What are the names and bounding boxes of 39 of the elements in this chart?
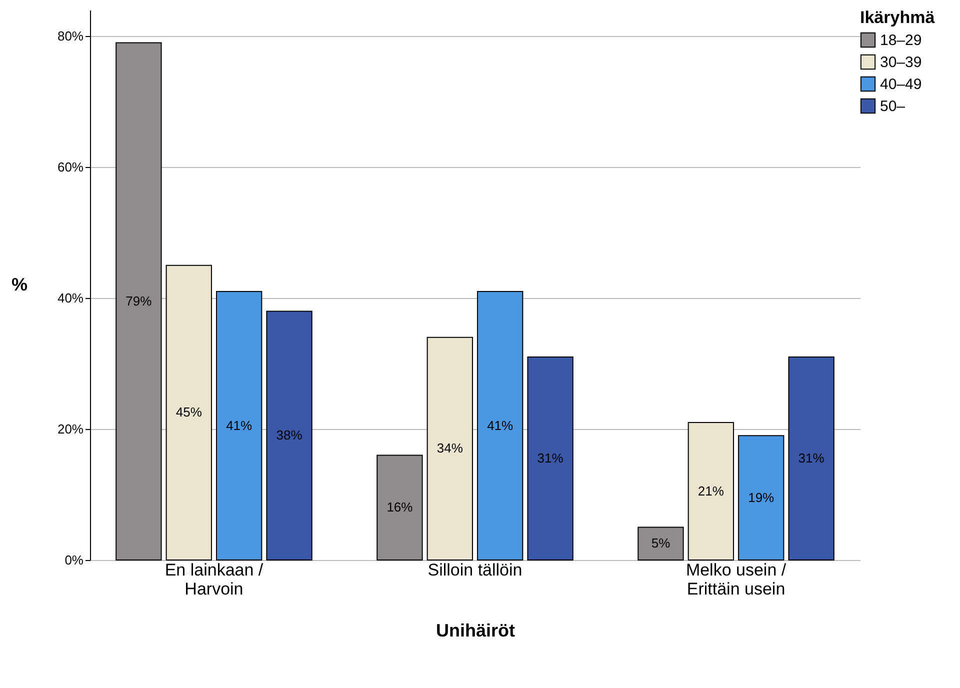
bar bbox=[216, 291, 262, 560]
y-tick-label: 20% bbox=[57, 422, 84, 437]
bar bbox=[477, 291, 524, 560]
bar bbox=[688, 422, 734, 560]
bar bbox=[266, 310, 312, 560]
x-tick-label: Melko usein / Erittäin usein bbox=[686, 560, 786, 598]
bar bbox=[166, 264, 212, 560]
text: 45% bbox=[176, 404, 202, 420]
text: 41% bbox=[226, 418, 252, 433]
bar bbox=[527, 356, 574, 560]
legend-label: 18–29 bbox=[880, 32, 922, 49]
bar bbox=[788, 356, 834, 560]
bar bbox=[376, 454, 423, 560]
legend-label: 50– bbox=[880, 98, 906, 115]
legend-label: 40–49 bbox=[880, 76, 922, 93]
text: 16% bbox=[386, 500, 413, 515]
legend-label: 30–39 bbox=[880, 54, 922, 71]
text: 19% bbox=[748, 490, 774, 505]
x-axis-title: Unihäiröt bbox=[436, 620, 515, 640]
text: 31% bbox=[798, 450, 824, 466]
legend-title: Ikäryhmä bbox=[860, 8, 936, 27]
y-tick-label: 80% bbox=[57, 28, 84, 44]
y-tick-label: 60% bbox=[57, 160, 84, 175]
x-tick-label: Silloin tällöin bbox=[428, 560, 522, 580]
text: 31% bbox=[537, 450, 564, 466]
bar bbox=[738, 435, 784, 560]
y-tick-label: 40% bbox=[57, 290, 84, 306]
text: 34% bbox=[436, 440, 463, 456]
text: 21% bbox=[698, 483, 724, 498]
bar bbox=[426, 336, 473, 560]
text: 5% bbox=[651, 536, 670, 551]
y-axis-title: % bbox=[11, 274, 28, 294]
text: 79% bbox=[126, 293, 152, 308]
bar bbox=[638, 526, 684, 560]
x-tick-label: En lainkaan / Harvoin bbox=[164, 560, 264, 598]
y-tick-label: 0% bbox=[64, 552, 84, 568]
text: 41% bbox=[487, 418, 514, 433]
text: 38% bbox=[276, 428, 302, 443]
bar bbox=[116, 42, 162, 560]
